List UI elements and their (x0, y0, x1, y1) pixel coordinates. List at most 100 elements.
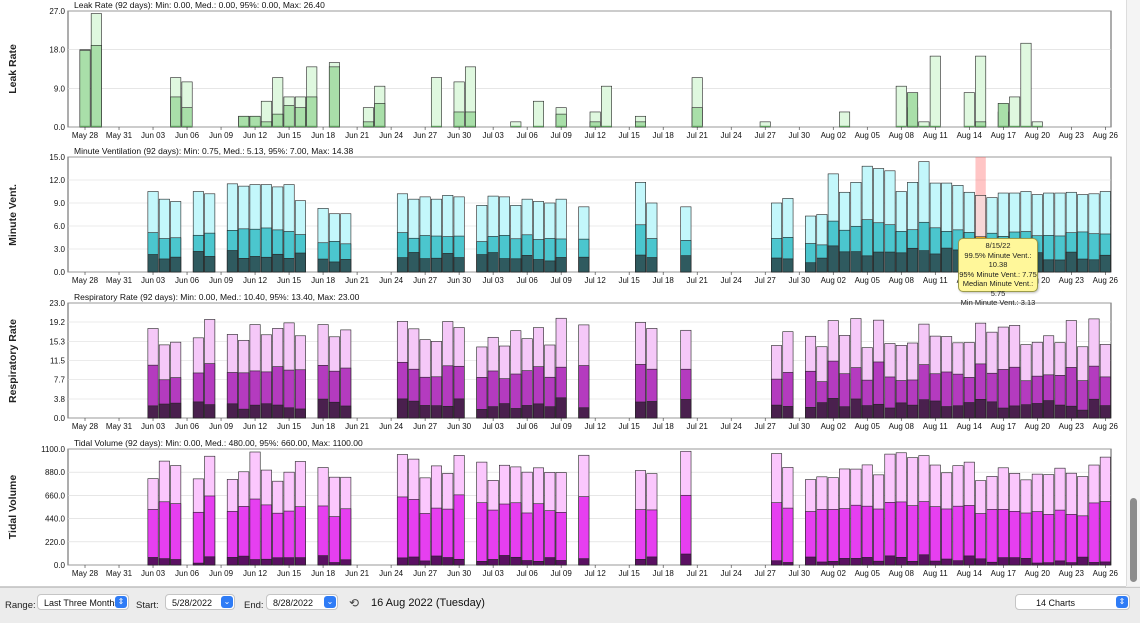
svg-tidal-bar-low-8[interactable] (158, 558, 170, 566)
svg-resp-bar-low-83[interactable] (1009, 405, 1021, 419)
svg-minvent-bar-low-87[interactable] (1054, 259, 1066, 273)
svg-resp-bar-low-90[interactable] (1088, 398, 1100, 419)
svg-resp-bar-low-77[interactable] (941, 406, 953, 419)
svg-tidal-bar-low-71[interactable] (873, 560, 885, 566)
svg-tidal-bar-low-40[interactable] (521, 560, 533, 566)
svg-minvent-bar-low-45[interactable] (578, 256, 590, 273)
svg-minvent-bar-low-41[interactable] (533, 259, 544, 273)
svg-tidal-bar-low-68[interactable] (839, 558, 851, 566)
leak-bar-mid-43[interactable] (555, 113, 567, 128)
svg-tidal-bar-mid-37[interactable] (487, 509, 499, 566)
start-date-field[interactable]: 5/28/2022 ⌄ (165, 594, 235, 610)
svg-minvent-bar-low-30[interactable] (408, 252, 420, 273)
svg-tidal-bar-mid-23[interactable] (328, 516, 340, 566)
range-stepper-icon[interactable]: ⇕ (115, 596, 127, 608)
charts-select[interactable]: 14 Charts ⇕ (1015, 594, 1130, 610)
svg-minvent-bar-low-23[interactable] (328, 261, 340, 273)
svg-minvent-bar-low-69[interactable] (850, 251, 862, 273)
svg-resp-bar-low-19[interactable] (283, 407, 295, 419)
svg-tidal-bar-low-42[interactable] (544, 557, 556, 566)
svg-resp-bar-low-73[interactable] (895, 402, 907, 419)
svg-tidal-bar-mid-87[interactable] (1054, 509, 1066, 566)
svg-tidal-bar-mid-34[interactable] (453, 494, 465, 566)
svg-tidal-bar-low-51[interactable] (646, 556, 658, 566)
svg-minvent-bar-low-8[interactable] (158, 258, 170, 273)
svg-minvent-bar-low-11[interactable] (192, 251, 204, 273)
svg-minvent-bar-low-74[interactable] (907, 247, 919, 273)
svg-tidal-bar-low-91[interactable] (1099, 561, 1111, 566)
svg-resp-bar-low-68[interactable] (839, 406, 851, 419)
svg-resp-bar-low-9[interactable] (170, 402, 182, 419)
svg-tidal-bar-mid-62[interactable] (771, 502, 783, 566)
svg-minvent-bar-low-18[interactable] (272, 253, 284, 273)
svg-minvent-bar-low-71[interactable] (873, 251, 885, 273)
svg-tidal-bar-low-24[interactable] (340, 559, 352, 566)
svg-resp-bar-low-70[interactable] (861, 405, 873, 419)
svg-minvent-bar-low-31[interactable] (419, 258, 431, 273)
svg-minvent-bar-low-89[interactable] (1077, 258, 1089, 273)
svg-minvent-bar-low-50[interactable] (635, 254, 646, 273)
svg-tidal-bar-low-88[interactable] (1065, 562, 1077, 566)
svg-resp-bar-low-72[interactable] (884, 407, 896, 419)
leak-bar-mid-20[interactable] (294, 107, 306, 128)
svg-tidal-bar-low-16[interactable] (249, 559, 261, 566)
svg-tidal-bar-low-77[interactable] (941, 558, 953, 566)
charts-stepper-icon[interactable]: ⇕ (1116, 596, 1128, 608)
svg-tidal-bar-mid-84[interactable] (1020, 512, 1032, 566)
svg-minvent-bar-low-29[interactable] (396, 257, 408, 273)
svg-tidal-bar-low-78[interactable] (952, 560, 964, 566)
leak-bar-mid-10[interactable] (181, 107, 193, 128)
svg-tidal-bar-mid-50[interactable] (635, 509, 646, 566)
svg-resp-bar-low-16[interactable] (249, 404, 261, 419)
svg-resp-bar-low-42[interactable] (544, 406, 556, 419)
svg-tidal-bar-low-75[interactable] (918, 554, 930, 566)
svg-tidal-bar-low-69[interactable] (850, 558, 862, 566)
leak-bar-mid-9[interactable] (170, 96, 182, 128)
svg-tidal-bar-mid-69[interactable] (850, 504, 862, 566)
svg-tidal-bar-mid-82[interactable] (997, 509, 1009, 566)
svg-resp-bar-low-18[interactable] (272, 404, 284, 419)
svg-minvent-bar-low-51[interactable] (646, 257, 658, 273)
svg-minvent-bar-low-24[interactable] (340, 259, 352, 273)
svg-tidal-bar-mid-76[interactable] (929, 506, 941, 566)
svg-minvent-bar-low-68[interactable] (839, 251, 851, 273)
leak-bar-upper-73[interactable] (895, 85, 907, 128)
svg-minvent-bar-low-88[interactable] (1065, 251, 1077, 273)
svg-minvent-bar-low-36[interactable] (476, 254, 488, 273)
tidal-volume-chart[interactable]: 0.0 220.0 440.0 660.0 880.0 1100.0 May 28 May 3… (0, 438, 1126, 586)
svg-tidal-bar-low-14[interactable] (226, 557, 238, 566)
leak-bar-upper-79[interactable] (963, 92, 975, 128)
svg-tidal-bar-mid-43[interactable] (555, 512, 567, 566)
svg-resp-bar-low-14[interactable] (226, 403, 238, 419)
svg-tidal-bar-low-63[interactable] (782, 562, 794, 566)
svg-resp-bar-low-51[interactable] (646, 401, 658, 419)
leak-bar-mid-19[interactable] (283, 105, 295, 128)
svg-resp-bar-low-82[interactable] (997, 407, 1009, 419)
leak-bar-mid-21[interactable] (306, 96, 318, 128)
svg-resp-bar-low-65[interactable] (805, 407, 817, 419)
resp-rate-chart[interactable]: 0.0 3.8 7.7 11.5 15.3 19.2 23.0 May 28 May 31 Jun… (0, 292, 1126, 438)
svg-minvent-bar-low-39[interactable] (510, 258, 522, 273)
start-date-dropdown-icon[interactable]: ⌄ (221, 596, 233, 608)
svg-minvent-bar-low-32[interactable] (430, 257, 442, 273)
svg-tidal-bar-low-70[interactable] (861, 557, 873, 566)
svg-tidal-bar-mid-19[interactable] (283, 510, 295, 566)
svg-tidal-bar-low-9[interactable] (170, 559, 182, 566)
svg-tidal-bar-mid-90[interactable] (1088, 502, 1100, 566)
svg-tidal-bar-low-30[interactable] (408, 556, 420, 566)
svg-tidal-bar-low-17[interactable] (260, 558, 272, 566)
svg-minvent-bar-low-34[interactable] (453, 257, 465, 273)
svg-tidal-bar-mid-66[interactable] (816, 509, 828, 566)
svg-tidal-bar-mid-68[interactable] (839, 508, 851, 566)
svg-tidal-bar-low-90[interactable] (1088, 562, 1100, 566)
svg-resp-bar-low-32[interactable] (430, 405, 442, 419)
svg-resp-bar-low-78[interactable] (952, 405, 964, 419)
svg-tidal-bar-low-80[interactable] (975, 558, 987, 566)
svg-tidal-bar-mid-70[interactable] (861, 505, 873, 566)
svg-tidal-bar-low-45[interactable] (578, 558, 590, 566)
svg-tidal-bar-low-19[interactable] (283, 557, 295, 566)
svg-tidal-bar-mid-41[interactable] (533, 503, 544, 566)
svg-minvent-bar-low-19[interactable] (283, 258, 295, 273)
svg-minvent-bar-low-9[interactable] (170, 256, 182, 273)
svg-tidal-bar-low-38[interactable] (499, 555, 510, 566)
